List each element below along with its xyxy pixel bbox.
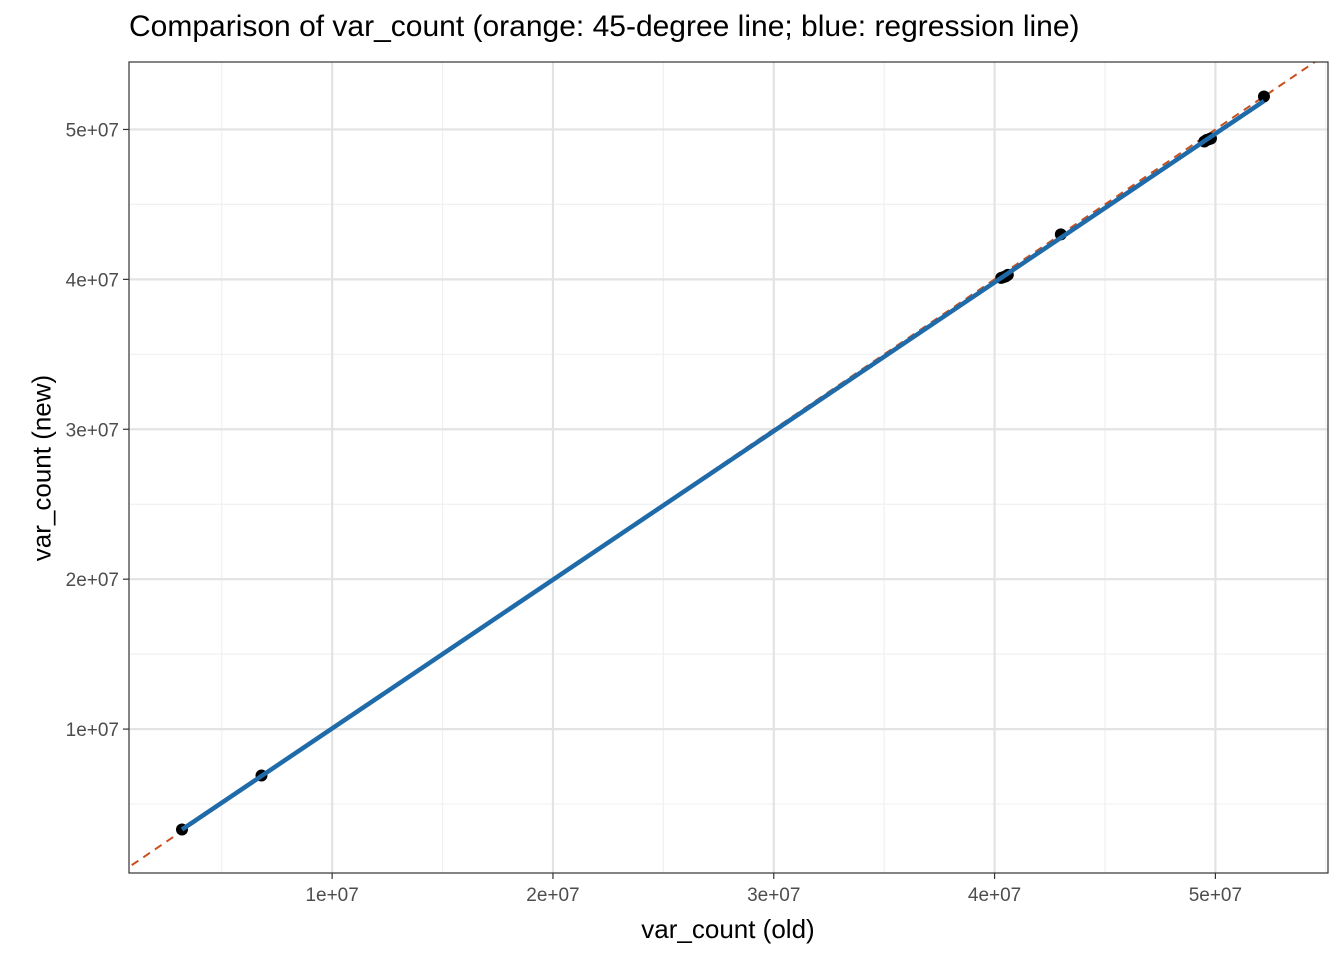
plot-background <box>129 62 1328 873</box>
data-point <box>1257 90 1270 103</box>
y-tick-label: 4e+07 <box>66 270 119 291</box>
x-tick-label: 4e+07 <box>968 885 1021 906</box>
x-axis-label: var_count (old) <box>641 914 815 944</box>
x-tick-label: 5e+07 <box>1189 885 1242 906</box>
y-tick-label: 1e+07 <box>66 720 119 741</box>
x-tick-label: 2e+07 <box>526 885 579 906</box>
y-tick-label: 2e+07 <box>66 570 119 591</box>
y-tick-label: 5e+07 <box>66 120 119 141</box>
x-tick-label: 1e+07 <box>305 885 358 906</box>
y-tick-label: 3e+07 <box>66 420 119 441</box>
data-layer <box>129 62 1317 869</box>
plot-border <box>128 61 1329 874</box>
grid-lines <box>129 62 1328 873</box>
axes: 1e+07 2e+07 3e+07 4e+07 5e+07 1e+07 2e+07 3e+07… <box>66 120 1242 906</box>
x-tick-label: 3e+07 <box>747 885 800 906</box>
regression-line <box>180 99 1266 832</box>
chart-title: Comparison of var_count (orange: 45-degr… <box>129 10 1080 43</box>
